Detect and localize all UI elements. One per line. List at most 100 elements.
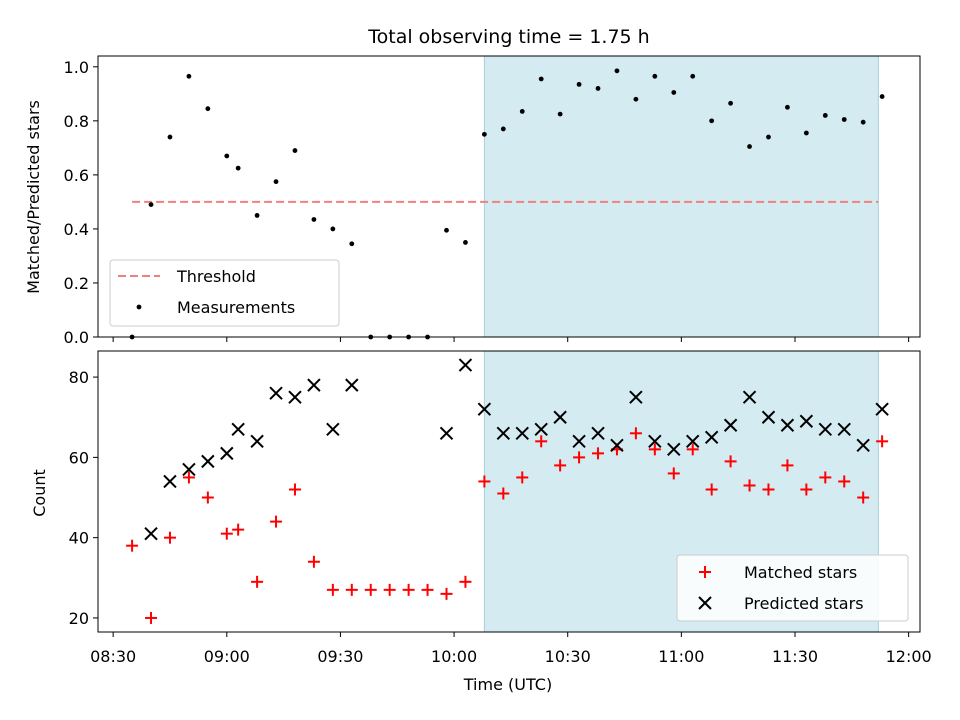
- bottom-panel: 20 40 60 80 08:30 09:00 09:30 10:00 10:30 11:00 1…: [30, 350, 932, 694]
- matched-star-point: [554, 459, 567, 472]
- predicted-star-point-b: [163, 474, 177, 489]
- measurement-point: [292, 148, 298, 153]
- predicted-star-point-b: [231, 422, 245, 436]
- predicted-star-point-b: [629, 390, 643, 404]
- predicted-star-point-b: [875, 402, 889, 416]
- predicted-star-point: [610, 438, 624, 453]
- predicted-star-point-b: [780, 418, 795, 432]
- predicted-star-point: [269, 386, 283, 400]
- matched-star-point: [762, 483, 775, 496]
- predicted-star-point-b: [439, 426, 454, 440]
- bottom-legend-box: [676, 554, 909, 622]
- predicted-star-point-b: [742, 390, 757, 404]
- matched-star-point: [573, 451, 586, 464]
- legend-threshold-label: Threshold: [176, 267, 256, 286]
- matched-star-point: [497, 487, 510, 500]
- predicted-star-point: [761, 410, 776, 424]
- bottom-y-tick-label: 40: [69, 529, 89, 548]
- measurement-point: [330, 226, 336, 232]
- predicted-star-point: [629, 390, 643, 404]
- measurement-points: [129, 68, 885, 340]
- predicted-star-point: [818, 422, 833, 436]
- matched-star-point: [648, 443, 661, 456]
- bottom-x-tick-label: 10:30: [545, 647, 591, 666]
- legend-matched-swatch: [699, 566, 711, 578]
- predicted-star-point: [686, 434, 700, 449]
- top-legend: Threshold Measurements: [109, 259, 340, 327]
- predicted-star-point: [220, 446, 234, 461]
- predicted-star-point: [439, 426, 454, 440]
- matched-star-point: [307, 555, 320, 568]
- top-highlight-region: [483, 55, 879, 338]
- predicted-star-points: [144, 358, 889, 541]
- top-y-axis-label: Matched/Predicted stars: [24, 100, 43, 294]
- measurement-point: [747, 144, 752, 149]
- matched-star-point: [857, 491, 870, 504]
- matched-star-point: [270, 515, 283, 528]
- predicted-star-point: [458, 358, 473, 372]
- matched-star-point: [781, 459, 794, 472]
- matched-star-point: [163, 531, 176, 544]
- measurement-point: [860, 119, 866, 125]
- predicted-star-point: [704, 430, 719, 445]
- measurement-point: [148, 202, 154, 208]
- top-y-tick-label: 0.8: [64, 112, 89, 131]
- predicted-star-point: [799, 414, 814, 428]
- bottom-x-tick-label: 09:30: [317, 647, 363, 666]
- measurement-point: [311, 217, 317, 222]
- bottom-y-axis-label: Count: [30, 469, 49, 517]
- predicted-star-point: [723, 418, 738, 432]
- matched-star-point: [220, 527, 233, 540]
- bottom-y-tick-label: 60: [69, 448, 89, 467]
- measurement-point: [463, 240, 468, 245]
- bottom-y-ticks: 20 40 60 80: [69, 368, 98, 628]
- bottom-legend: Matched stars Predicted stars: [676, 554, 909, 622]
- legend-measurement-swatch: [136, 304, 142, 310]
- predicted-star-point-b: [667, 442, 681, 457]
- predicted-star-point: [591, 426, 605, 440]
- legend-predicted-label: Predicted stars: [744, 594, 864, 613]
- matched-star-point: [705, 483, 718, 496]
- matched-star-point: [724, 455, 737, 468]
- predicted-star-point-b: [723, 418, 738, 432]
- predicted-star-point: [477, 402, 492, 416]
- bottom-x-ticks: 08:30 09:00 09:30 10:00 10:30 11:00 11:30 12:00: [90, 632, 932, 666]
- measurement-point: [254, 213, 260, 218]
- measurement-point: [709, 118, 715, 124]
- chart-title: Total observing time = 1.75 h: [367, 26, 649, 48]
- measurement-point: [785, 104, 790, 110]
- predicted-star-point-b: [610, 438, 624, 453]
- measurement-point: [879, 94, 885, 99]
- matched-star-point: [743, 479, 756, 492]
- top-y-tick-label: 0.4: [64, 220, 89, 239]
- measurement-point: [205, 106, 211, 112]
- predicted-star-point: [856, 438, 870, 453]
- measurement-point: [557, 111, 563, 117]
- matched-star-point: [459, 575, 472, 588]
- legend-predicted-swatch: [698, 596, 712, 610]
- predicted-star-point-b: [307, 378, 321, 392]
- predicted-star-point: [572, 434, 586, 449]
- matched-star-point: [876, 435, 889, 448]
- measurement-point: [803, 130, 809, 136]
- matched-star-point: [288, 483, 301, 496]
- top-y-tick-label: 1.0: [64, 58, 89, 77]
- predicted-star-point: [742, 390, 757, 404]
- predicted-star-point-b: [591, 426, 605, 440]
- predicted-star-point: [648, 434, 662, 449]
- matched-star-point: [667, 467, 680, 480]
- matched-star-point: [629, 427, 642, 440]
- top-legend-box: [109, 259, 340, 327]
- bottom-x-tick-label: 08:30: [90, 647, 136, 666]
- measurement-point: [633, 96, 639, 102]
- predicted-star-point: [231, 422, 245, 436]
- matched-star-points: [126, 427, 889, 624]
- predicted-star-point: [182, 462, 196, 477]
- measurement-point: [728, 100, 733, 106]
- predicted-star-point-b: [648, 434, 662, 449]
- top-panel: 0.0 0.2 0.4 0.6 0.8 1.0 Matched/Predicted sta…: [24, 55, 921, 347]
- bottom-axes-frame: [97, 350, 921, 633]
- predicted-star-point: [326, 422, 340, 436]
- matched-star-point: [145, 611, 158, 624]
- measurement-point: [690, 73, 696, 79]
